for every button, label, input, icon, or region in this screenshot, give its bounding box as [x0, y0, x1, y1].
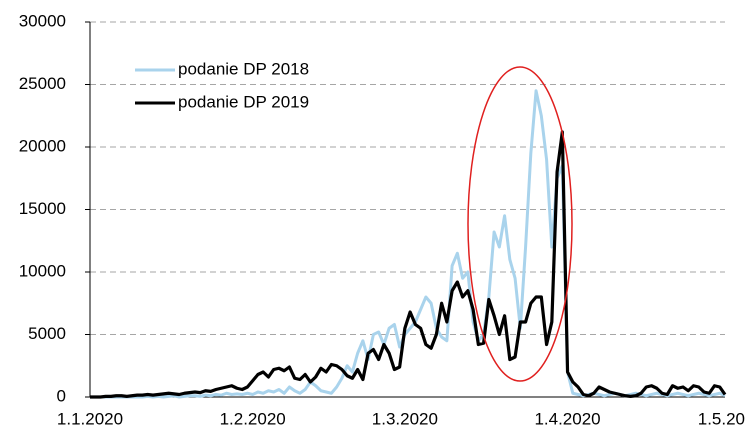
y-tick-label: 15000 [19, 199, 66, 218]
series-line [90, 89, 726, 399]
y-tick-label: 10000 [19, 261, 66, 280]
y-tick-label: 5000 [28, 324, 66, 343]
x-tick-label: 1.1.2020 [57, 409, 123, 428]
y-tick-label: 20000 [19, 136, 66, 155]
y-tick-label: 0 [57, 386, 66, 405]
series-line [90, 130, 727, 399]
x-tick-label: 1.2.2020 [220, 409, 286, 428]
legend-label: podanie DP 2018 [178, 59, 309, 78]
highlight-ellipse [467, 66, 573, 382]
y-tick-label: 25000 [19, 74, 66, 93]
x-tick-label: 1.3.2020 [372, 409, 438, 428]
x-tick-label: 1.5.20 [698, 409, 745, 428]
x-tick-label: 1.4.2020 [534, 409, 600, 428]
legend-label: podanie DP 2019 [178, 92, 309, 111]
y-tick-label: 30000 [19, 11, 66, 30]
